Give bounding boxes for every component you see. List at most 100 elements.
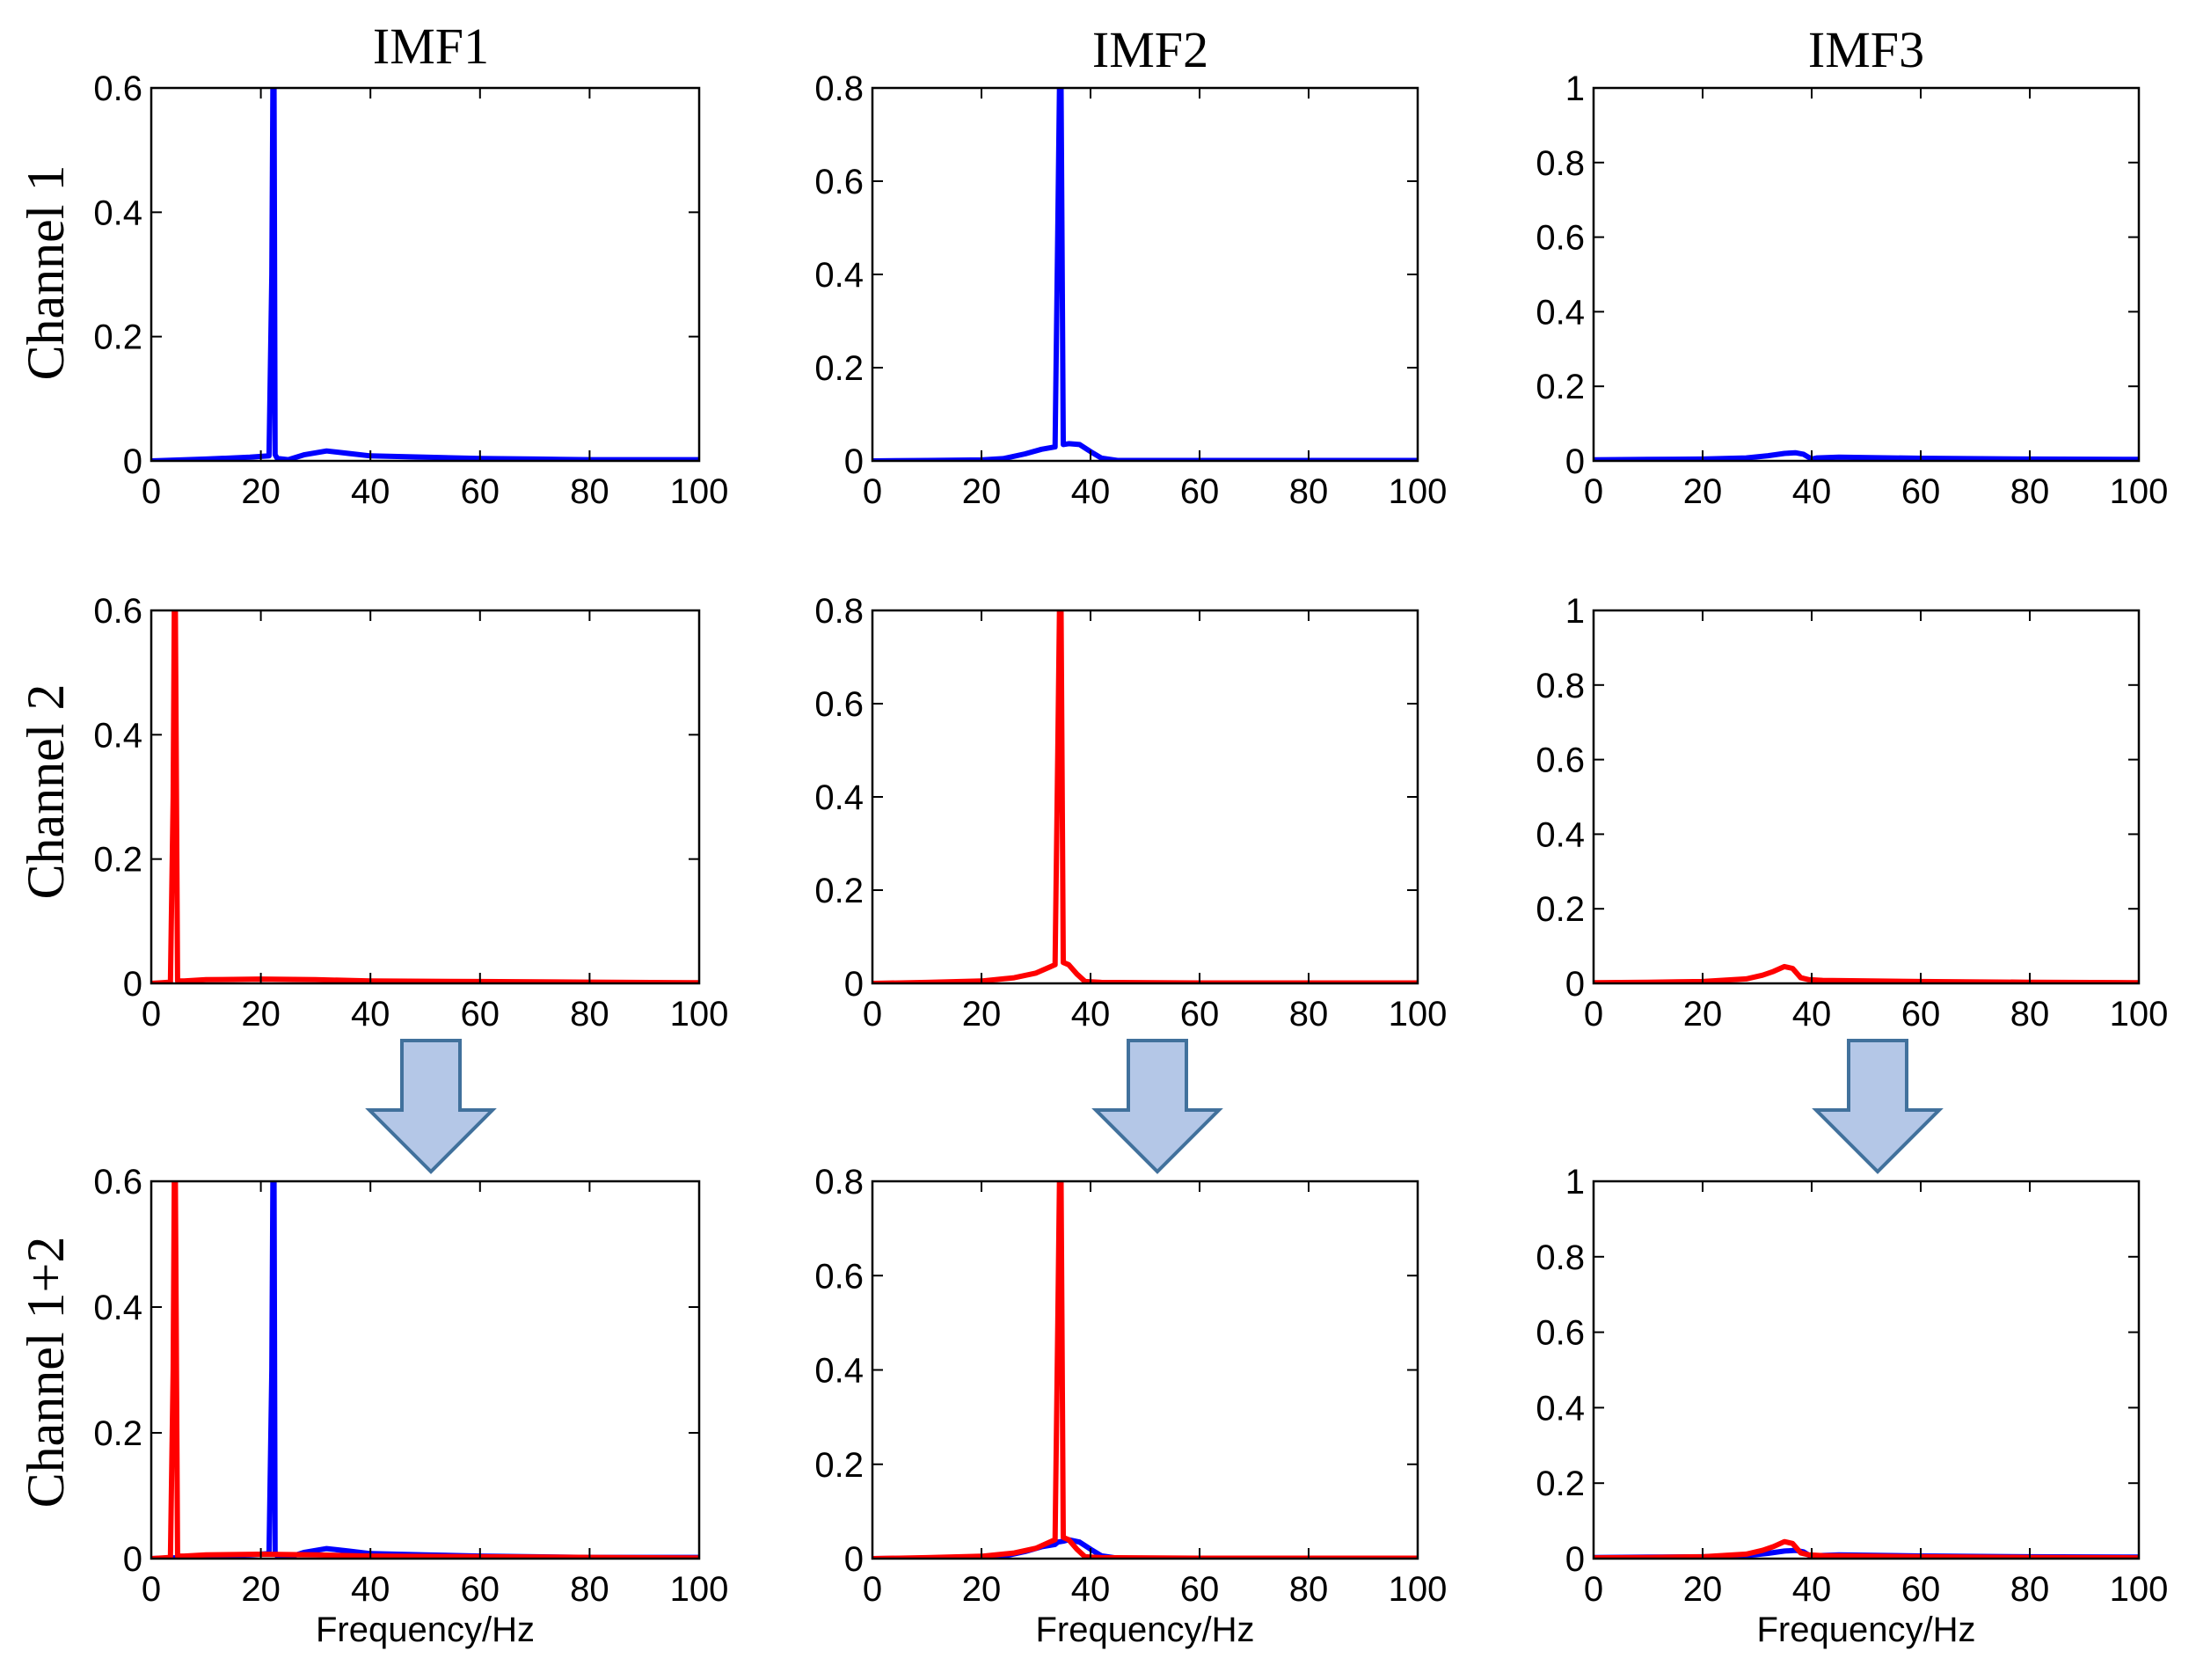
y-tick-label: 1 <box>1565 592 1585 631</box>
y-tick-label: 0.6 <box>93 69 142 108</box>
x-tick-label: 60 <box>1901 472 1941 511</box>
y-tick-label: 0.8 <box>814 592 864 631</box>
x-axis-label: Frequency/Hz <box>1757 1611 1976 1649</box>
y-tick-label: 0.2 <box>1536 890 1585 929</box>
y-tick-label: 0 <box>123 442 142 481</box>
axes-box <box>1592 609 2141 985</box>
y-tick-label: 0.2 <box>93 318 142 357</box>
x-tick-label: 40 <box>1071 1570 1111 1609</box>
y-tick-label: 0.4 <box>1536 293 1585 332</box>
y-tick-label: 0 <box>1565 1540 1585 1579</box>
x-tick-label: 80 <box>2010 1570 2050 1609</box>
y-tick-label: 0 <box>844 965 864 1004</box>
y-tick-label: 0.2 <box>814 1446 864 1485</box>
row-label-channel-1-2: Channel 1+2 <box>17 1237 75 1508</box>
x-tick-label: 100 <box>670 995 729 1034</box>
row-labels: Channel 1 Channel 2 Channel 1+2 <box>17 165 75 1508</box>
y-tick-label: 0.4 <box>93 194 142 232</box>
panel-r3-c2: 0 20 40 60 80 100 0 0.2 0.4 0.6 0.8 Frequency/Hz <box>814 1163 1447 1649</box>
x-tick-label: 0 <box>142 1570 161 1609</box>
column-title-imf2: IMF2 <box>1092 21 1208 78</box>
x-tick-label: 80 <box>570 995 609 1034</box>
x-tick-label: 40 <box>1792 472 1832 511</box>
y-tick-label: 0.4 <box>1536 1389 1585 1428</box>
down-arrow-icon <box>1091 1039 1223 1174</box>
x-tick-label: 60 <box>1180 995 1220 1034</box>
panel-r2-c3: 0 20 40 60 80 100 0 0.2 0.4 0.6 0.8 1 <box>1536 592 2168 1034</box>
series-line-channel1 <box>1594 449 2139 462</box>
x-tick-label: 0 <box>863 1570 882 1609</box>
x-tick-label: 100 <box>2110 1570 2169 1609</box>
y-tick-label: 0.2 <box>1536 1465 1585 1503</box>
x-tick-label: 60 <box>461 1570 500 1609</box>
y-tick-label: 1 <box>1565 1163 1585 1202</box>
x-tick-label: 0 <box>1584 1570 1603 1609</box>
x-tick-label: 80 <box>2010 472 2050 511</box>
x-tick-label: 100 <box>2110 995 2169 1034</box>
x-tick-label: 40 <box>351 1570 390 1609</box>
x-tick-label: 100 <box>2110 472 2169 511</box>
x-tick-label: 20 <box>241 1570 281 1609</box>
y-tick-label: 0.6 <box>1536 1314 1585 1353</box>
panel-r2-c1: 0 20 40 60 80 100 0 0.2 0.4 0.6 <box>93 592 728 1034</box>
y-tick-label: 0.2 <box>93 841 142 880</box>
x-tick-label: 0 <box>142 995 161 1034</box>
x-tick-label: 80 <box>570 1570 609 1609</box>
series-line-channel2 <box>872 610 1418 984</box>
y-tick-label: 0.4 <box>814 778 864 817</box>
series-line-channel2 <box>1594 1538 2139 1559</box>
y-tick-label: 0 <box>844 1540 864 1579</box>
axes-box <box>871 86 1419 463</box>
y-tick-label: 0.2 <box>93 1414 142 1453</box>
x-tick-label: 0 <box>142 472 161 511</box>
row-label-channel-1: Channel 1 <box>17 165 75 381</box>
row-label-channel-2: Channel 2 <box>17 684 75 900</box>
axes-box <box>871 1180 1419 1560</box>
axes-box <box>150 1180 701 1560</box>
y-tick-label: 0.6 <box>1536 219 1585 258</box>
y-tick-label: 0.4 <box>93 716 142 755</box>
x-tick-label: 80 <box>1289 472 1329 511</box>
x-tick-label: 20 <box>962 472 1002 511</box>
x-tick-label: 40 <box>1792 1570 1832 1609</box>
down-arrow-icon <box>365 1039 497 1174</box>
axes-box <box>1592 1180 2141 1560</box>
y-tick-label: 0 <box>1565 442 1585 481</box>
series-line-channel1 <box>151 1180 699 1559</box>
x-axis-label: Frequency/Hz <box>1036 1611 1255 1649</box>
y-tick-label: 0.4 <box>93 1289 142 1327</box>
x-tick-label: 40 <box>351 995 390 1034</box>
axes-box <box>871 609 1419 985</box>
x-tick-label: 20 <box>1683 1570 1723 1609</box>
y-tick-label: 0 <box>123 965 142 1004</box>
series-line-channel2 <box>151 610 699 984</box>
y-tick-label: 0.6 <box>93 1163 142 1202</box>
y-tick-label: 0 <box>1565 965 1585 1004</box>
x-tick-label: 60 <box>461 995 500 1034</box>
y-tick-label: 0.2 <box>1536 368 1585 406</box>
y-tick-label: 0.2 <box>814 872 864 910</box>
x-tick-label: 0 <box>863 995 882 1034</box>
x-tick-label: 20 <box>962 1570 1002 1609</box>
y-tick-label: 1 <box>1565 69 1585 108</box>
y-tick-label: 0.4 <box>814 256 864 295</box>
panel-r3-c3: 0 20 40 60 80 100 0 0.2 0.4 0.6 0.8 1 Frequency/Hz <box>1536 1163 2168 1649</box>
axes-box <box>150 609 701 985</box>
y-tick-label: 0.6 <box>814 685 864 724</box>
y-tick-label: 0 <box>123 1540 142 1579</box>
x-tick-label: 0 <box>1584 995 1603 1034</box>
axes-box <box>150 86 701 463</box>
x-tick-label: 100 <box>670 1570 729 1609</box>
x-tick-label: 20 <box>241 472 281 511</box>
column-title-imf3: IMF3 <box>1808 21 1924 78</box>
x-tick-label: 100 <box>1389 472 1448 511</box>
column-titles: IMF1 IMF2 IMF3 <box>373 18 1924 78</box>
x-tick-label: 60 <box>461 472 500 511</box>
panel-r1-c1: 0 20 40 60 80 100 0 0.2 0.4 0.6 <box>93 69 728 511</box>
x-tick-label: 40 <box>1071 995 1111 1034</box>
x-axis-label: Frequency/Hz <box>316 1611 535 1649</box>
x-tick-label: 60 <box>1901 1570 1941 1609</box>
y-tick-label: 0.6 <box>814 1257 864 1296</box>
